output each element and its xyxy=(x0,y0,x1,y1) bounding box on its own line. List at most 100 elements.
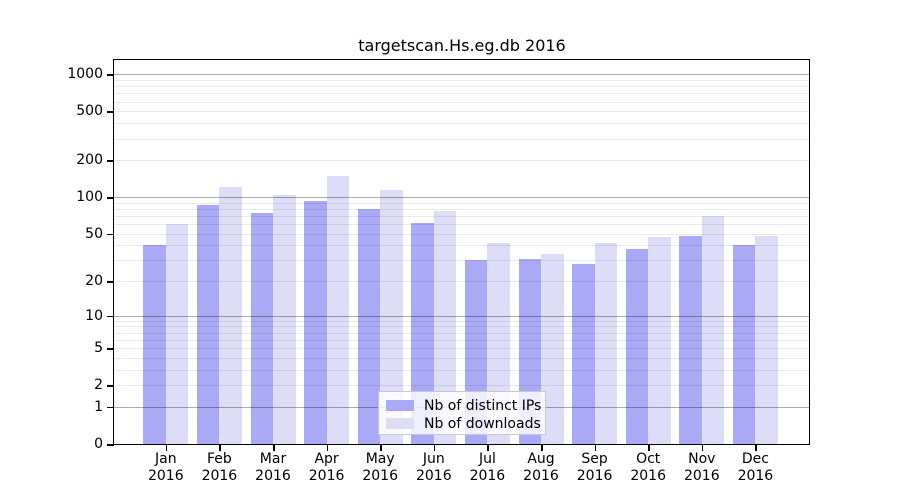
legend-entry-downloads: Nb of downloads xyxy=(386,415,545,432)
x-axis-label-aug: Aug 2016 xyxy=(523,451,559,484)
y-axis-tick-20 xyxy=(107,281,114,283)
y-axis-tick-50 xyxy=(107,233,114,236)
bar-distinct-ips-feb xyxy=(196,205,220,444)
bar-distinct-ips-nov xyxy=(679,235,702,444)
bar-downloads-jan xyxy=(165,224,189,444)
x-axis-tick-dec xyxy=(755,444,757,451)
legend-label-downloads: Nb of downloads xyxy=(424,415,541,432)
y-axis-tick-5 xyxy=(107,348,114,350)
y-axis-tick-200 xyxy=(107,160,114,162)
x-axis-tick-mar xyxy=(273,444,275,451)
bar-distinct-ips-mar xyxy=(250,213,273,444)
gridline-minor-700 xyxy=(114,93,810,95)
x-axis-tick-oct xyxy=(648,444,650,451)
y-axis-tick-2 xyxy=(107,385,114,387)
bar-downloads-dec xyxy=(755,235,778,444)
x-axis-label-feb: Feb 2016 xyxy=(201,451,238,484)
x-axis-tick-jan xyxy=(165,444,168,451)
y-axis-tick-1000 xyxy=(107,74,114,76)
legend: Nb of distinct IPs Nb of downloads xyxy=(378,391,546,435)
gridline-minor-600 xyxy=(114,101,810,103)
x-axis-label-oct: Oct 2016 xyxy=(630,451,666,484)
y-axis-tick-100 xyxy=(107,197,114,199)
plot-area xyxy=(114,60,810,444)
x-axis-tick-aug xyxy=(541,444,543,451)
x-axis-tick-nov xyxy=(701,444,704,451)
bar-downloads-feb xyxy=(219,187,242,444)
gridline-minor-300 xyxy=(114,138,810,140)
y-axis-tick-1 xyxy=(107,406,114,409)
gridline-minor-30 xyxy=(114,260,810,262)
y-axis-tick-0 xyxy=(107,444,114,446)
legend-swatch-downloads xyxy=(386,418,414,429)
bar-distinct-ips-may xyxy=(357,208,381,444)
bar-distinct-ips-jan xyxy=(143,245,166,444)
gridline-major-100 xyxy=(114,197,810,199)
gridline-minor-4 xyxy=(114,357,810,359)
x-axis-label-nov: Nov 2016 xyxy=(683,451,720,484)
x-axis-label-may: May 2016 xyxy=(362,451,398,484)
x-axis-label-jun: Jun 2016 xyxy=(415,451,452,484)
gridline-minor-9 xyxy=(114,320,810,322)
gridline-major-10 xyxy=(114,315,810,317)
y-axis-label-100: 100 xyxy=(76,189,103,206)
gridline-minor-5 xyxy=(114,348,810,350)
bar-distinct-ips-jun xyxy=(411,223,434,444)
gridline-minor-80 xyxy=(114,208,810,210)
x-axis-label-dec: Dec 2016 xyxy=(737,451,774,484)
y-axis-label-0: 0 xyxy=(94,436,103,452)
bar-downloads-aug xyxy=(541,253,564,444)
legend-swatch-distinct-ips xyxy=(386,400,414,411)
chart-title: targetscan.Hs.eg.db 2016 xyxy=(358,36,566,55)
gridline-minor-900 xyxy=(114,80,810,81)
x-axis-label-jan: Jan 2016 xyxy=(147,451,184,484)
bar-downloads-may xyxy=(380,190,403,444)
x-axis-label-jul: Jul 2016 xyxy=(469,451,506,484)
legend-label-distinct-ips: Nb of distinct IPs xyxy=(424,397,542,414)
y-axis-tick-500 xyxy=(107,111,114,113)
x-axis-tick-apr xyxy=(326,444,329,451)
bar-distinct-ips-sep xyxy=(572,263,595,444)
bar-distinct-ips-apr xyxy=(304,200,327,444)
gridline-minor-8 xyxy=(114,326,810,328)
gridline-minor-70 xyxy=(114,215,810,217)
gridline-minor-500 xyxy=(114,111,810,113)
x-axis-tick-jul xyxy=(487,444,489,451)
bar-distinct-ips-oct xyxy=(625,249,649,444)
y-axis-label-20: 20 xyxy=(85,273,103,290)
bar-downloads-jun xyxy=(433,210,457,444)
x-axis-tick-may xyxy=(380,444,382,451)
y-axis-label-1000: 1000 xyxy=(67,66,103,83)
y-axis-label-5: 5 xyxy=(94,340,103,357)
bar-distinct-ips-dec xyxy=(732,245,756,444)
gridline-minor-6 xyxy=(114,339,810,341)
bar-downloads-nov xyxy=(701,215,725,444)
gridline-minor-7 xyxy=(114,332,810,334)
y-axis-label-500: 500 xyxy=(76,103,103,120)
x-axis-tick-sep xyxy=(594,444,597,451)
gridline-minor-400 xyxy=(114,123,810,125)
gridline-minor-20 xyxy=(114,281,810,283)
y-axis-label-50: 50 xyxy=(85,225,103,242)
bar-downloads-apr xyxy=(326,175,350,444)
y-axis-label-10: 10 xyxy=(85,307,103,324)
x-axis-label-apr: Apr 2016 xyxy=(308,451,345,484)
gridline-minor-60 xyxy=(114,224,810,225)
bar-downloads-oct xyxy=(648,236,671,444)
gridline-minor-40 xyxy=(114,245,810,247)
gridline-minor-200 xyxy=(114,160,810,162)
y-axis-tick-10 xyxy=(107,315,114,318)
gridline-minor-50 xyxy=(114,233,810,235)
x-axis-tick-jun xyxy=(433,444,436,451)
legend-entry-distinct-ips: Nb of distinct IPs xyxy=(386,397,545,414)
gridline-minor-2 xyxy=(114,385,810,387)
x-axis-label-mar: Mar 2016 xyxy=(255,451,291,484)
bar-downloads-mar xyxy=(273,194,296,444)
bar-downloads-sep xyxy=(594,242,618,444)
x-axis-label-sep: Sep 2016 xyxy=(576,451,613,484)
y-axis-label-200: 200 xyxy=(76,152,103,169)
gridline-minor-800 xyxy=(114,86,810,88)
gridline-minor-3 xyxy=(114,369,810,371)
x-axis-tick-feb xyxy=(219,444,221,451)
